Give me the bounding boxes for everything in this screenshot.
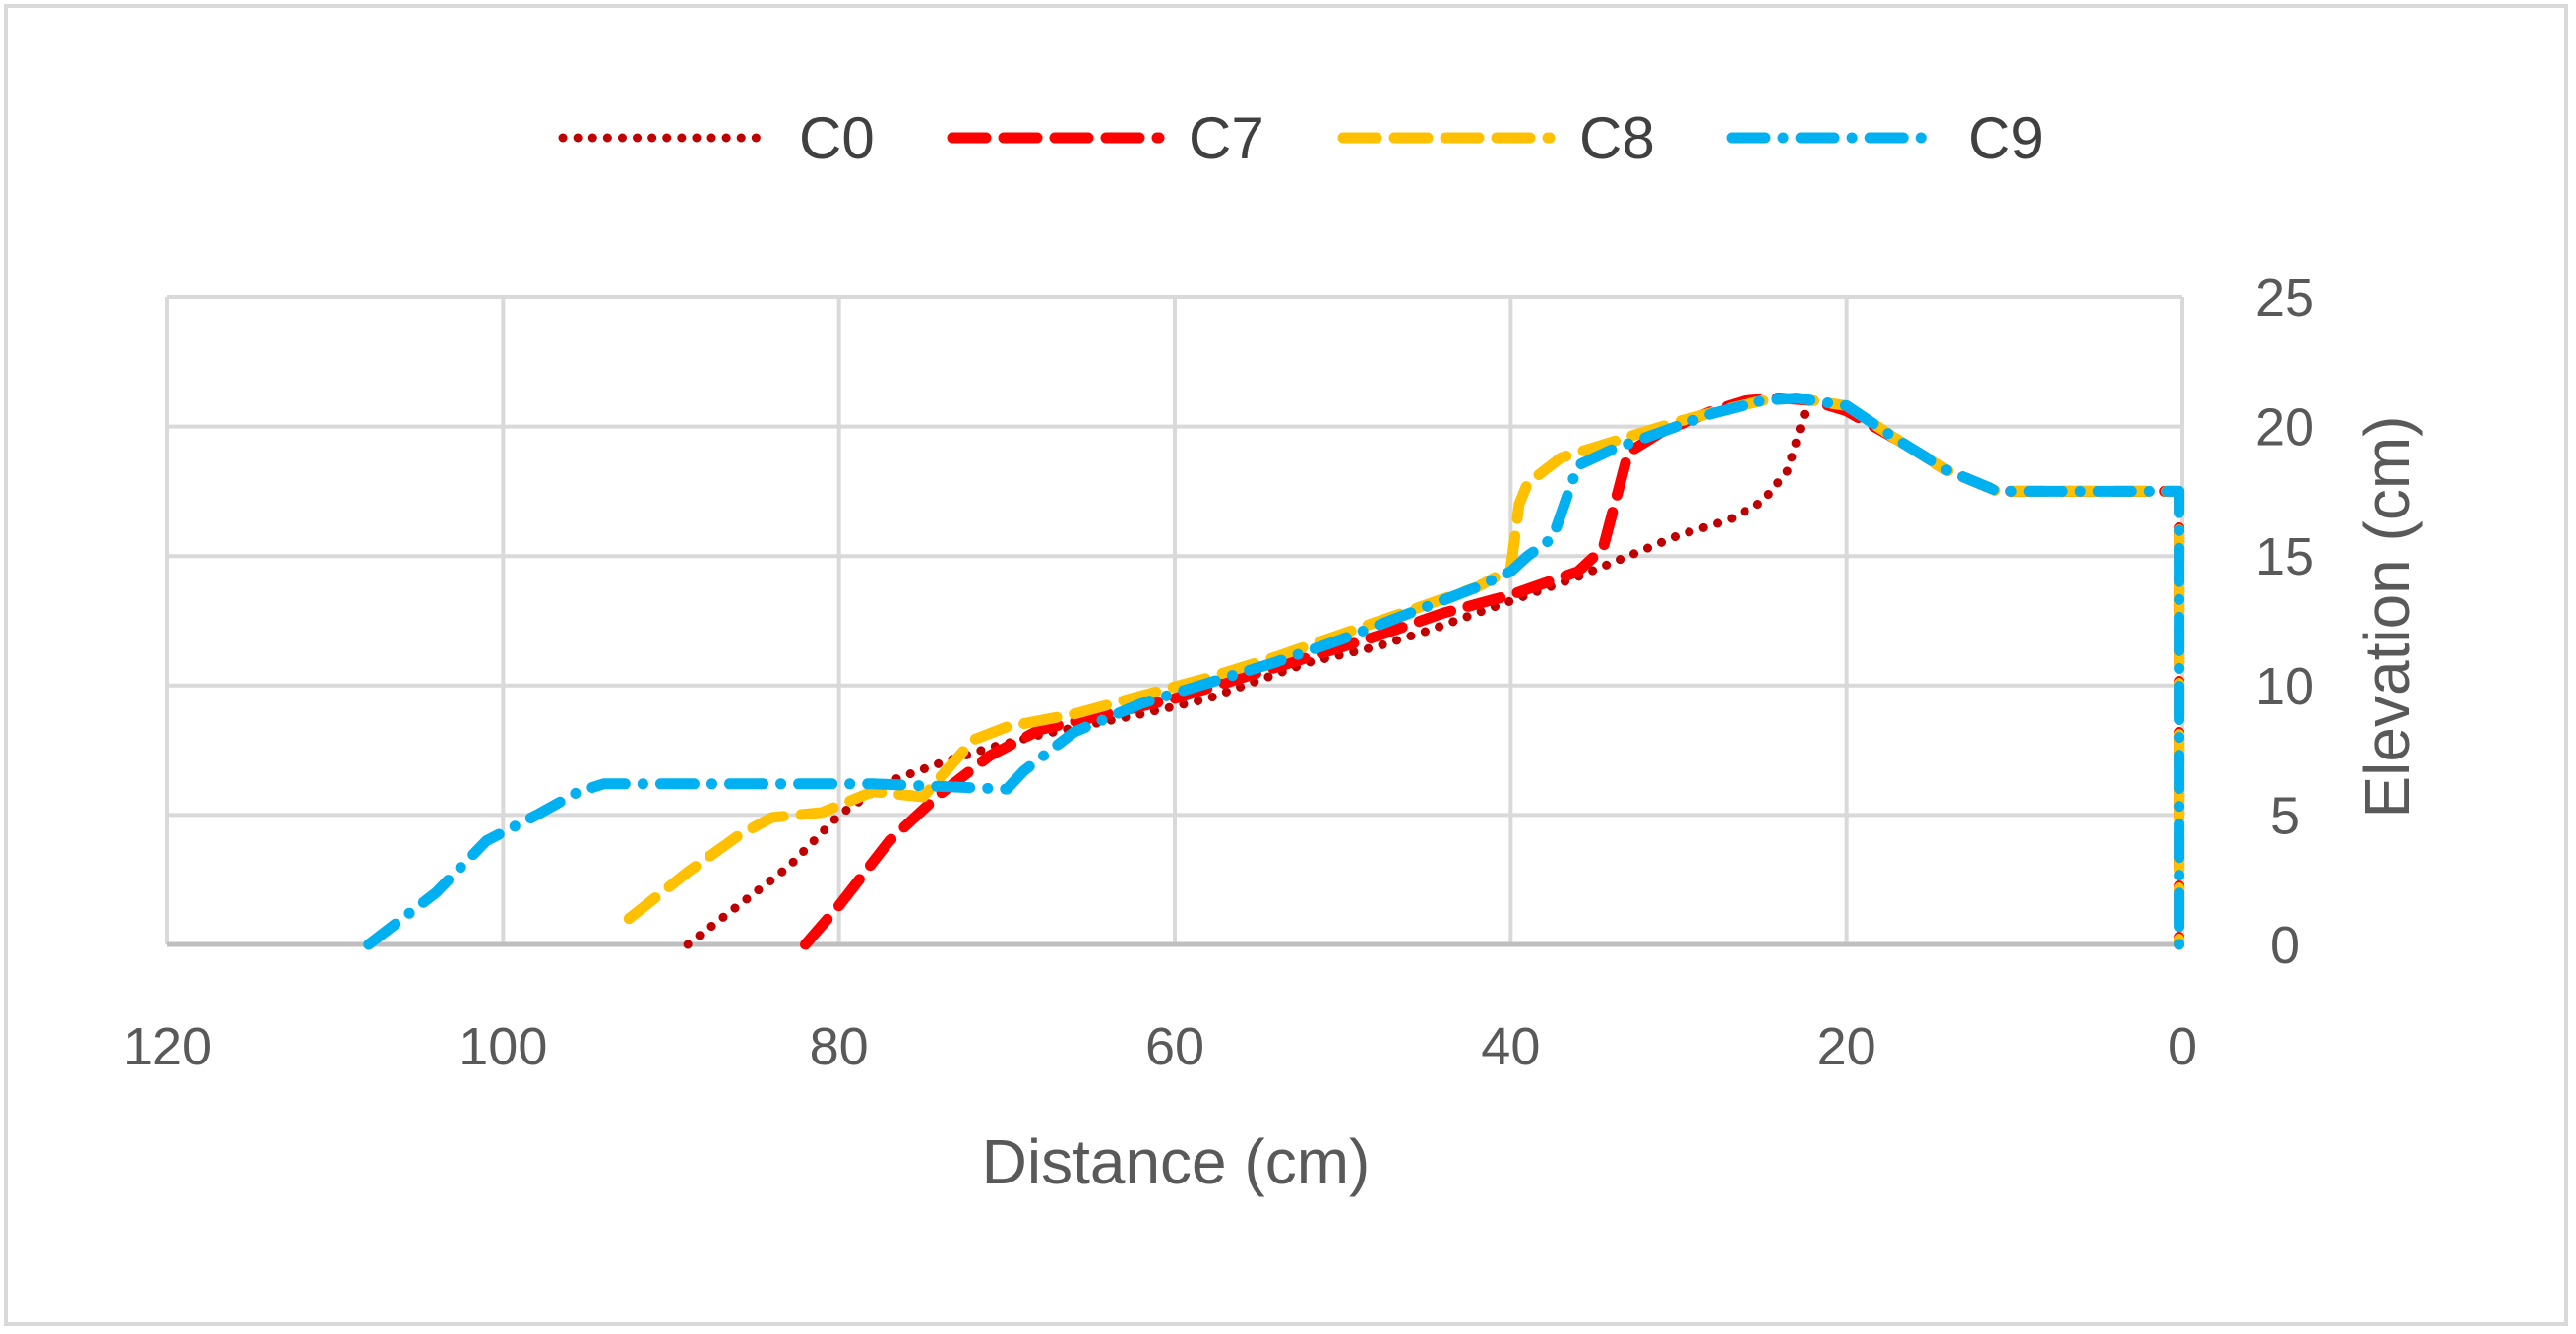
legend-label: C7 [1189,105,1264,171]
x-axis-title: Distance (cm) [982,1126,1371,1197]
legend-label: C8 [1579,105,1655,171]
x-tick-label: 0 [2168,1017,2197,1076]
x-tick-label: 100 [459,1017,547,1076]
legend: C0 C7 C8 C9 [558,105,2044,171]
y-tick-label: 20 [2255,398,2314,457]
y-tick-label: 15 [2255,527,2314,586]
x-tick-label: 60 [1145,1017,1204,1076]
y-tick-labels: 0 5 10 15 20 25 [2255,269,2314,975]
x-tick-label: 20 [1817,1017,1876,1076]
legend-label: C0 [799,105,875,171]
y-tick-label: 0 [2270,916,2300,975]
legend-item-c8: C8 [1337,105,1655,171]
x-tick-label: 80 [810,1017,869,1076]
y-tick-label: 10 [2255,657,2314,716]
gridlines [165,295,2184,946]
y-tick-label: 5 [2270,786,2300,845]
series-line-c8 [623,393,2185,950]
legend-item-c0: C0 [558,105,875,171]
legend-item-c7: C7 [947,105,1264,171]
x-tick-labels: 120 100 80 60 40 20 0 [123,1017,2197,1076]
y-axis-title: Elevation (cm) [2352,416,2423,819]
legend-item-c9: C9 [1726,105,2044,171]
x-tick-label: 120 [123,1017,212,1076]
x-tick-label: 40 [1481,1017,1540,1076]
y-tick-label: 25 [2255,269,2314,328]
legend-label: C9 [1968,105,2044,171]
series-lines [363,393,2185,950]
series-line-c9 [363,393,2185,950]
